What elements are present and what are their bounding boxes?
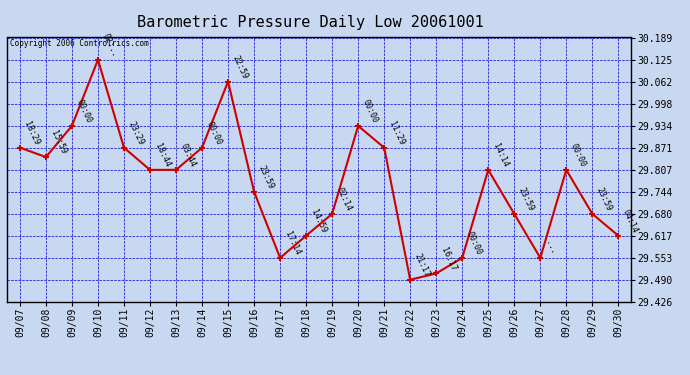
Text: 23:59: 23:59: [517, 186, 535, 213]
Text: 21:17: 21:17: [413, 252, 432, 278]
Text: 00:00: 00:00: [75, 98, 93, 124]
Text: 00:00: 00:00: [569, 142, 588, 168]
Text: 23:59: 23:59: [257, 164, 275, 190]
Text: ...: ...: [543, 239, 558, 256]
Text: 23:59: 23:59: [595, 186, 614, 213]
Text: 14:14: 14:14: [491, 142, 510, 168]
Text: 22:59: 22:59: [231, 54, 250, 80]
Text: 04:14: 04:14: [621, 208, 640, 234]
Text: 23:29: 23:29: [127, 120, 146, 146]
Text: 18:44: 18:44: [152, 142, 172, 168]
Text: 00:00: 00:00: [205, 120, 224, 146]
Text: 15:59: 15:59: [49, 129, 68, 156]
Text: 00:00: 00:00: [465, 230, 484, 256]
Text: 18:29: 18:29: [23, 120, 41, 146]
Text: 11:29: 11:29: [387, 120, 406, 146]
Text: Barometric Pressure Daily Low 20061001: Barometric Pressure Daily Low 20061001: [137, 15, 484, 30]
Text: 02:..: 02:..: [101, 32, 119, 58]
Text: Copyright 2006 Controlrics.com: Copyright 2006 Controlrics.com: [10, 39, 149, 48]
Text: 02:14: 02:14: [335, 186, 354, 213]
Text: 17:14: 17:14: [283, 230, 302, 256]
Text: 03:44: 03:44: [179, 142, 197, 168]
Text: 16:17: 16:17: [439, 246, 457, 272]
Text: 14:59: 14:59: [309, 208, 328, 234]
Text: 00:00: 00:00: [361, 98, 380, 124]
